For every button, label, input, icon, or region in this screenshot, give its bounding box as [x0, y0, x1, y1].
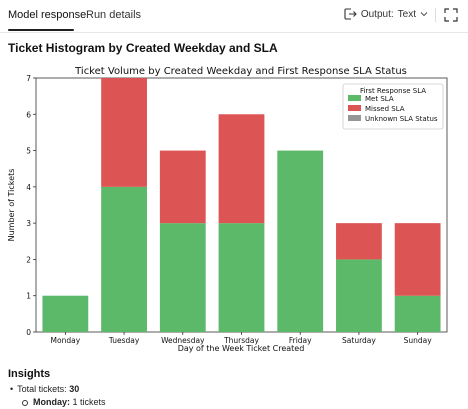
bar-segment: [159, 150, 206, 224]
insights-title: Insights: [8, 368, 51, 380]
x-axis: Monday Tuesday Wednesday Thursday Friday Satu…: [51, 332, 433, 345]
bar-segment: [277, 150, 324, 332]
x-tick-label: Friday: [289, 336, 312, 345]
x-tick-label: Sunday: [404, 336, 433, 345]
output-value: Text: [397, 8, 416, 20]
insight-total-value: 30: [69, 384, 80, 394]
legend-title: First Response SLA: [360, 87, 426, 95]
y-tick-label: 6: [26, 110, 31, 119]
x-axis-label: Day of the Week Ticket Created: [178, 344, 305, 353]
y-axis-label: Number of Tickets: [7, 169, 16, 242]
bar-segment: [42, 295, 89, 332]
ticket-histogram-chart: Ticket Volume by Created Weekday and Fir…: [7, 66, 448, 353]
output-format-select[interactable]: Output: Text: [344, 8, 428, 20]
tab-run-details[interactable]: Run details: [86, 9, 142, 21]
sub-bullet-icon: [22, 399, 28, 406]
bars: [42, 78, 441, 332]
output-label: Output:: [360, 8, 394, 20]
legend-label: Missed SLA: [365, 105, 405, 113]
y-tick-label: 1: [26, 292, 31, 301]
top-bar: Model response Run details Output: Text: [0, 0, 468, 33]
bar-segment: [159, 223, 206, 332]
y-axis: 0 1 2 3 4 5 6 7: [26, 74, 36, 337]
section-title: Ticket Histogram by Created Weekday and …: [8, 41, 278, 55]
legend-swatch: [348, 95, 361, 101]
y-tick-label: 2: [26, 255, 31, 264]
x-tick-label: Monday: [51, 336, 81, 345]
y-tick-label: 4: [26, 183, 31, 192]
bar-segment: [218, 223, 265, 332]
y-tick-label: 5: [26, 147, 31, 156]
bar-segment: [336, 259, 382, 332]
bullet-icon: •: [10, 384, 14, 394]
bar-segment: [394, 295, 441, 332]
insight-total: • Total tickets: 30: [10, 384, 79, 394]
insight-monday: Monday: 1 tickets: [22, 397, 106, 407]
active-tab-indicator: [8, 29, 74, 31]
bar-segment: [336, 223, 382, 260]
bar-segment: [394, 223, 441, 296]
output-icon: [344, 8, 357, 20]
y-tick-label: 3: [26, 219, 31, 228]
chart-title: Ticket Volume by Created Weekday and Fir…: [74, 66, 407, 77]
tab-model-response[interactable]: Model response: [8, 9, 87, 21]
insight-monday-value: 1 tickets: [72, 397, 106, 407]
insight-total-label: Total tickets:: [17, 384, 67, 394]
bar-segment: [101, 186, 147, 332]
toolbar-divider: [435, 8, 436, 22]
x-tick-label: Tuesday: [108, 336, 140, 345]
legend-swatch: [348, 105, 361, 111]
x-tick-label: Thursday: [223, 336, 259, 345]
insight-monday-label: Monday:: [33, 397, 70, 407]
legend: First Response SLA Met SLA Missed SLA Unkn…: [342, 83, 444, 130]
legend-box: [342, 83, 444, 130]
x-tick-label: Wednesday: [161, 336, 205, 345]
legend-label: Unknown SLA Status: [365, 115, 438, 123]
legend-swatch: [348, 115, 361, 121]
bar-segment: [218, 114, 265, 224]
expand-icon[interactable]: [444, 8, 458, 22]
y-tick-label: 7: [26, 74, 31, 83]
x-tick-label: Saturday: [342, 336, 376, 345]
bar-segment: [101, 78, 147, 187]
chevron-down-icon: [420, 12, 428, 17]
legend-label: Met SLA: [365, 95, 394, 103]
y-tick-label: 0: [26, 328, 31, 337]
